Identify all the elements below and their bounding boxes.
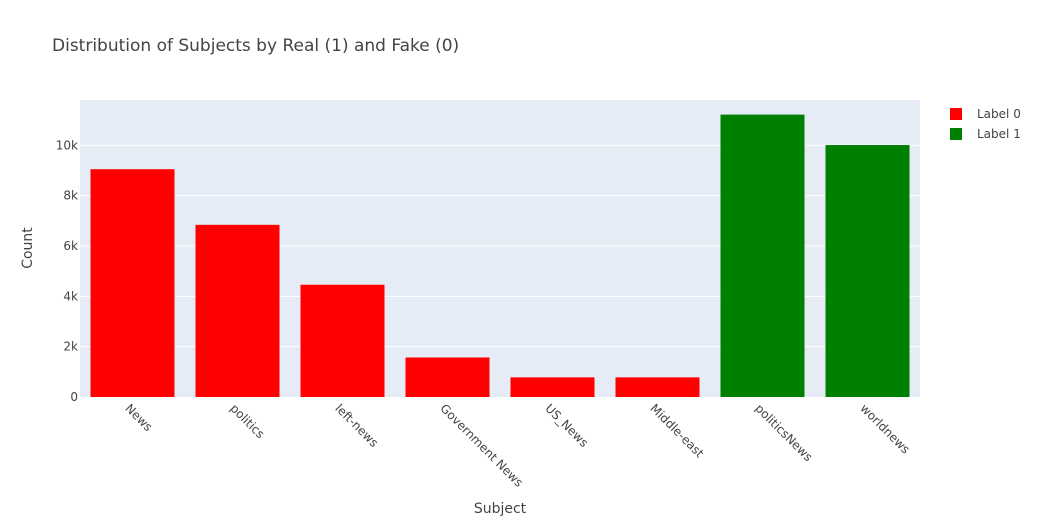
bar-politicsnews[interactable] xyxy=(720,114,805,398)
y-axis-title: Count xyxy=(20,227,36,269)
legend-swatch xyxy=(950,108,962,120)
bar-worldnews[interactable] xyxy=(825,145,910,397)
bar-politics[interactable] xyxy=(195,224,280,397)
y-tick-label: 2k xyxy=(63,340,78,354)
bar-us-news[interactable] xyxy=(510,377,595,397)
legend[interactable]: Label 0 Label 1 xyxy=(950,107,1021,141)
legend-item[interactable]: Label 1 xyxy=(950,127,1021,141)
bar-left-news[interactable] xyxy=(300,284,385,397)
y-tick-label: 8k xyxy=(63,189,78,203)
y-tick-label: 4k xyxy=(63,289,78,303)
legend-item[interactable]: Label 0 xyxy=(950,107,1021,121)
bars xyxy=(90,114,910,398)
y-tick-labels: 0 2k 4k 6k 8k 10k xyxy=(56,138,78,404)
chart-title: Distribution of Subjects by Real (1) and… xyxy=(52,36,459,56)
bar-news[interactable] xyxy=(90,169,175,397)
legend-label: Label 1 xyxy=(977,127,1021,141)
bar-government-news[interactable] xyxy=(405,357,490,397)
x-axis-title: Subject xyxy=(474,501,527,517)
y-tick-label: 6k xyxy=(63,239,78,253)
y-tick-label: 0 xyxy=(70,390,78,404)
bar-middle-east[interactable] xyxy=(615,377,700,397)
legend-swatch xyxy=(950,128,962,140)
legend-label: Label 0 xyxy=(977,107,1021,121)
y-tick-label: 10k xyxy=(56,138,78,152)
